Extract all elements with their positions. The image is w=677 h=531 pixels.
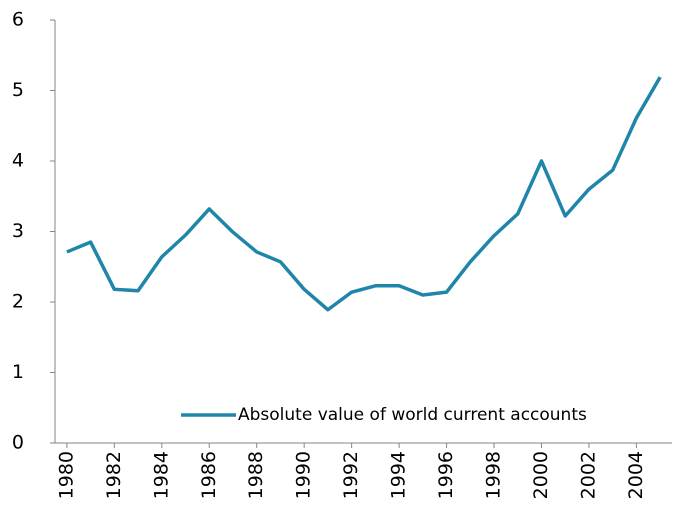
y-tick-label: 3 — [12, 220, 24, 242]
y-tick-label: 2 — [12, 291, 24, 313]
x-tick-label: 1988 — [245, 451, 267, 499]
y-tick-label: 0 — [12, 432, 24, 454]
legend-label: Absolute value of world current accounts — [238, 405, 587, 425]
x-tick-label: 1982 — [103, 451, 125, 499]
x-tick-label: 1994 — [388, 451, 410, 499]
x-tick-label: 1990 — [293, 451, 315, 499]
x-tick-label: 1984 — [150, 451, 172, 499]
x-tick-label: 1998 — [483, 451, 505, 499]
x-tick-label: 1996 — [435, 451, 457, 499]
x-tick-label: 1986 — [198, 451, 220, 499]
x-tick-label: 1980 — [55, 451, 77, 499]
y-tick-label: 4 — [12, 150, 24, 172]
x-tick-label: 2002 — [577, 451, 599, 499]
x-tick-label: 2000 — [530, 451, 552, 499]
y-tick-label: 6 — [12, 9, 24, 31]
line — [66, 76, 662, 312]
y-tick-label: 1 — [12, 361, 24, 383]
x-tick-label: 1992 — [340, 451, 362, 499]
x-tick-label: 2004 — [625, 451, 647, 499]
y-tick-label: 5 — [12, 79, 24, 101]
